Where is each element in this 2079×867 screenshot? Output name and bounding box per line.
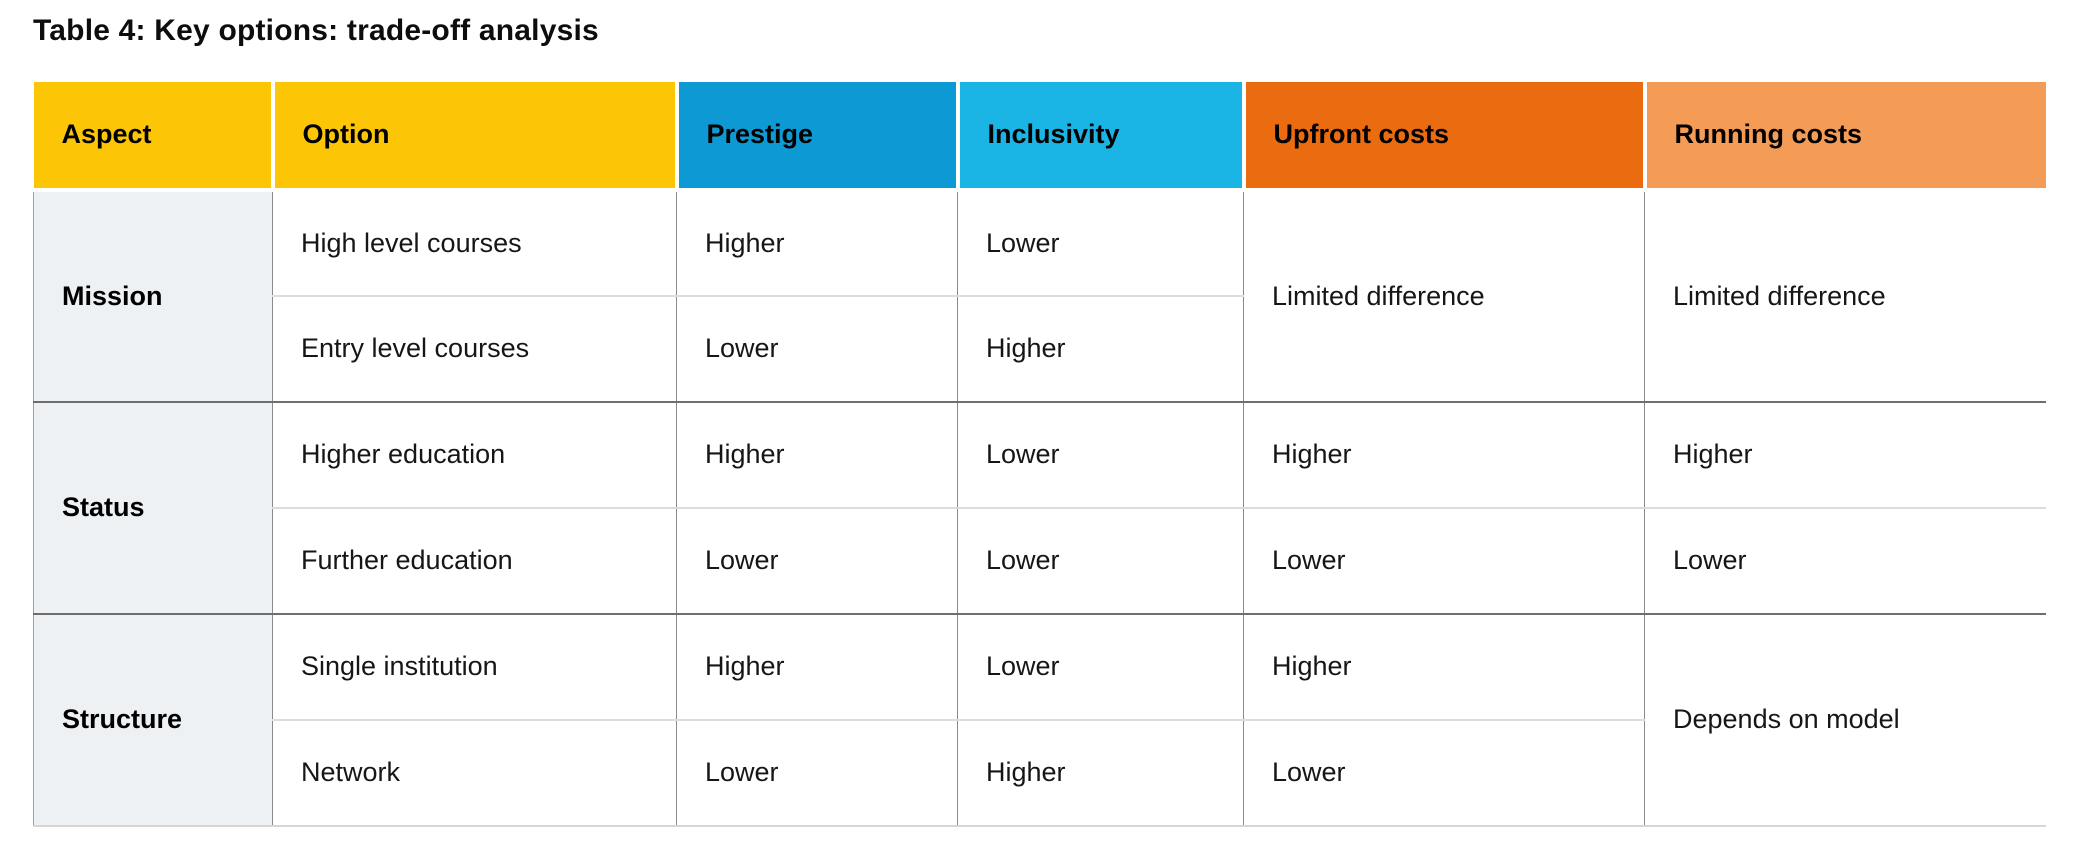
- cell-upfront: Lower: [1243, 507, 1645, 614]
- cell-inclusivity: Higher: [957, 719, 1244, 827]
- header-cell-prestige: Prestige: [676, 82, 960, 192]
- cell-prestige: Lower: [676, 507, 958, 614]
- cell-inclusivity: Lower: [957, 507, 1244, 614]
- cell-option: Higher education: [272, 401, 677, 508]
- header-cell-option: Option: [272, 82, 679, 192]
- aspect-cell-status: Status: [33, 401, 273, 614]
- cell-option: Entry level courses: [272, 295, 677, 402]
- cell-running-span: Depends on model: [1644, 613, 2046, 827]
- cell-running: Higher: [1644, 401, 2046, 508]
- cell-prestige: Higher: [676, 401, 958, 508]
- cell-option: High level courses: [272, 190, 677, 296]
- table-body: Mission High level courses Higher Lower …: [33, 190, 2046, 827]
- header-row: Aspect Option Prestige Inclusivity Upfro…: [33, 82, 2046, 192]
- table-row: Structure Single institution Higher Lowe…: [33, 613, 2046, 827]
- header-cell-running: Running costs: [1644, 82, 2046, 192]
- cell-running-span: Limited difference: [1644, 190, 2046, 402]
- table-row: Status Higher education Higher Lower Hig…: [33, 401, 2046, 614]
- aspect-cell-mission: Mission: [33, 190, 273, 402]
- cell-prestige: Higher: [676, 190, 958, 296]
- table-row: Further education Lower Lower Lower Lowe…: [34, 507, 2046, 614]
- table-row: Network Lower Higher Lower: [34, 719, 2046, 827]
- cell-upfront: Higher: [1243, 401, 1645, 508]
- table-title: Table 4: Key options: trade-off analysis: [33, 14, 599, 47]
- cell-inclusivity: Lower: [957, 190, 1244, 296]
- cell-prestige: Lower: [676, 295, 958, 402]
- page: Table 4: Key options: trade-off analysis…: [33, 14, 2046, 827]
- header-cell-inclusivity: Inclusivity: [957, 82, 1246, 192]
- table-row: Mission High level courses Higher Lower …: [33, 190, 2046, 402]
- cell-upfront-span: Limited difference: [1243, 190, 1645, 402]
- cell-running: Lower: [1644, 507, 2046, 614]
- cell-prestige: Lower: [676, 719, 958, 827]
- tradeoff-table: Aspect Option Prestige Inclusivity Upfro…: [33, 82, 2046, 827]
- cell-option: Single institution: [272, 613, 677, 720]
- cell-inclusivity: Lower: [957, 613, 1244, 720]
- cell-upfront: Lower: [1243, 719, 1645, 827]
- cell-upfront: Higher: [1243, 613, 1645, 720]
- table-header: Aspect Option Prestige Inclusivity Upfro…: [33, 82, 2046, 192]
- cell-inclusivity: Higher: [957, 295, 1244, 402]
- table-row: Entry level courses Lower Higher: [34, 295, 2046, 402]
- header-cell-upfront: Upfront costs: [1243, 82, 1647, 192]
- header-cell-aspect: Aspect: [33, 82, 275, 192]
- cell-prestige: Higher: [676, 613, 958, 720]
- cell-option: Further education: [272, 507, 677, 614]
- cell-option: Network: [272, 719, 677, 827]
- aspect-cell-structure: Structure: [33, 613, 273, 827]
- cell-inclusivity: Lower: [957, 401, 1244, 508]
